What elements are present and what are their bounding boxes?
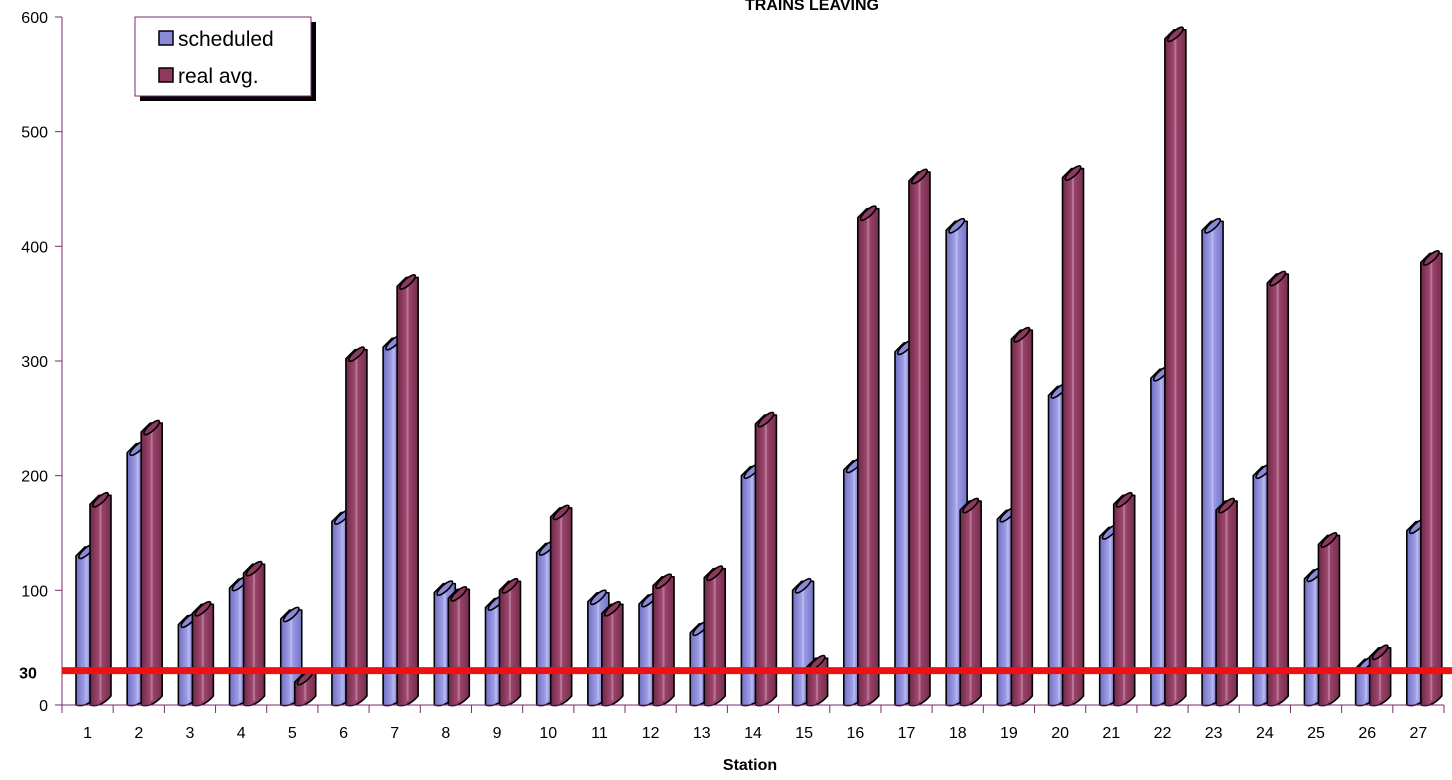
y-tick-label: 300 bbox=[21, 354, 48, 371]
legend: scheduled real avg. bbox=[134, 16, 316, 101]
bar-real-avg-4 bbox=[242, 560, 266, 707]
bar-real-avg-25 bbox=[1317, 532, 1341, 707]
x-tick-label: 5 bbox=[288, 725, 297, 742]
chart-title: TRAINS LEAVING bbox=[745, 0, 879, 14]
bar-real-avg-10 bbox=[549, 504, 573, 707]
bar-real-avg-24 bbox=[1266, 270, 1290, 707]
x-tick-label: 3 bbox=[186, 725, 195, 742]
x-tick-label: 25 bbox=[1307, 725, 1325, 742]
bar-real-avg-17 bbox=[908, 168, 931, 707]
bar-real-avg-22 bbox=[1164, 26, 1187, 707]
bar-real-avg-12 bbox=[652, 573, 675, 707]
bar-real-avg-2 bbox=[140, 419, 163, 707]
x-tick-label: 22 bbox=[1154, 725, 1172, 742]
reference-line-label: 30 bbox=[19, 666, 37, 683]
bar-real-avg-1 bbox=[89, 491, 112, 707]
x-tick-label: 13 bbox=[693, 725, 711, 742]
x-tick-label: 10 bbox=[539, 725, 557, 742]
bar-real-avg-6 bbox=[345, 346, 368, 707]
legend-label-real-avg: real avg. bbox=[178, 65, 259, 88]
bar-real-avg-8 bbox=[447, 585, 471, 707]
x-tick-label: 9 bbox=[493, 725, 502, 742]
bar-real-avg-9 bbox=[498, 577, 522, 707]
bar-real-avg-27 bbox=[1420, 249, 1443, 707]
x-tick-label: 21 bbox=[1102, 725, 1120, 742]
bars-group bbox=[75, 26, 1443, 707]
x-tick-label: 15 bbox=[795, 725, 813, 742]
x-tick-label: 2 bbox=[134, 725, 143, 742]
bar-real-avg-26 bbox=[1368, 644, 1392, 707]
y-tick-label: 400 bbox=[21, 239, 48, 256]
x-tick-label: 7 bbox=[390, 725, 399, 742]
x-tick-label: 20 bbox=[1051, 725, 1069, 742]
x-tick-label: 8 bbox=[441, 725, 450, 742]
x-tick-label: 17 bbox=[898, 725, 916, 742]
legend-label-scheduled: scheduled bbox=[178, 28, 274, 51]
x-tick-label: 12 bbox=[642, 725, 660, 742]
x-tick-label: 1 bbox=[83, 725, 92, 742]
y-tick-label: 500 bbox=[21, 125, 48, 142]
y-axis-ticks: 0 100 200 300 400 500 600 bbox=[21, 10, 62, 715]
bar-real-avg-7 bbox=[396, 274, 419, 707]
x-tick-label: 16 bbox=[846, 725, 864, 742]
x-tick-label: 6 bbox=[339, 725, 348, 742]
legend-swatch-real-avg bbox=[158, 67, 174, 83]
bar-real-avg-16 bbox=[856, 205, 880, 707]
x-tick-label: 27 bbox=[1410, 725, 1428, 742]
legend-box bbox=[134, 16, 312, 97]
bar-real-avg-21 bbox=[1112, 491, 1136, 707]
y-tick-label: 600 bbox=[21, 10, 48, 27]
bar-real-avg-14 bbox=[754, 411, 778, 707]
x-tick-label: 19 bbox=[1000, 725, 1018, 742]
x-axis-ticks: 1 2 3 4 5 6 7 8 9 10 11 12 13 14 15 16 17 18 19 20 21 22 23 24 2… bbox=[61, 705, 1445, 742]
x-tick-label: 4 bbox=[237, 725, 246, 742]
bar-real-avg-11 bbox=[601, 600, 624, 707]
x-tick-label: 11 bbox=[591, 725, 608, 742]
x-axis-title: Station bbox=[723, 757, 777, 774]
bar-real-avg-3 bbox=[191, 600, 215, 707]
bar-real-avg-23 bbox=[1215, 497, 1238, 707]
x-tick-label: 26 bbox=[1358, 725, 1376, 742]
bar-real-avg-13 bbox=[703, 565, 727, 707]
x-tick-label: 23 bbox=[1205, 725, 1223, 742]
legend-swatch-scheduled bbox=[158, 30, 174, 46]
y-tick-label: 100 bbox=[21, 583, 48, 600]
bar-real-avg-19 bbox=[1010, 326, 1034, 707]
y-tick-label: 200 bbox=[21, 469, 48, 486]
x-tick-label: 18 bbox=[949, 725, 967, 742]
y-tick-label: 0 bbox=[39, 698, 48, 715]
bar-real-avg-18 bbox=[959, 497, 982, 707]
x-tick-label: 24 bbox=[1256, 725, 1274, 742]
bar-real-avg-20 bbox=[1061, 165, 1085, 707]
x-tick-label: 14 bbox=[744, 725, 762, 742]
